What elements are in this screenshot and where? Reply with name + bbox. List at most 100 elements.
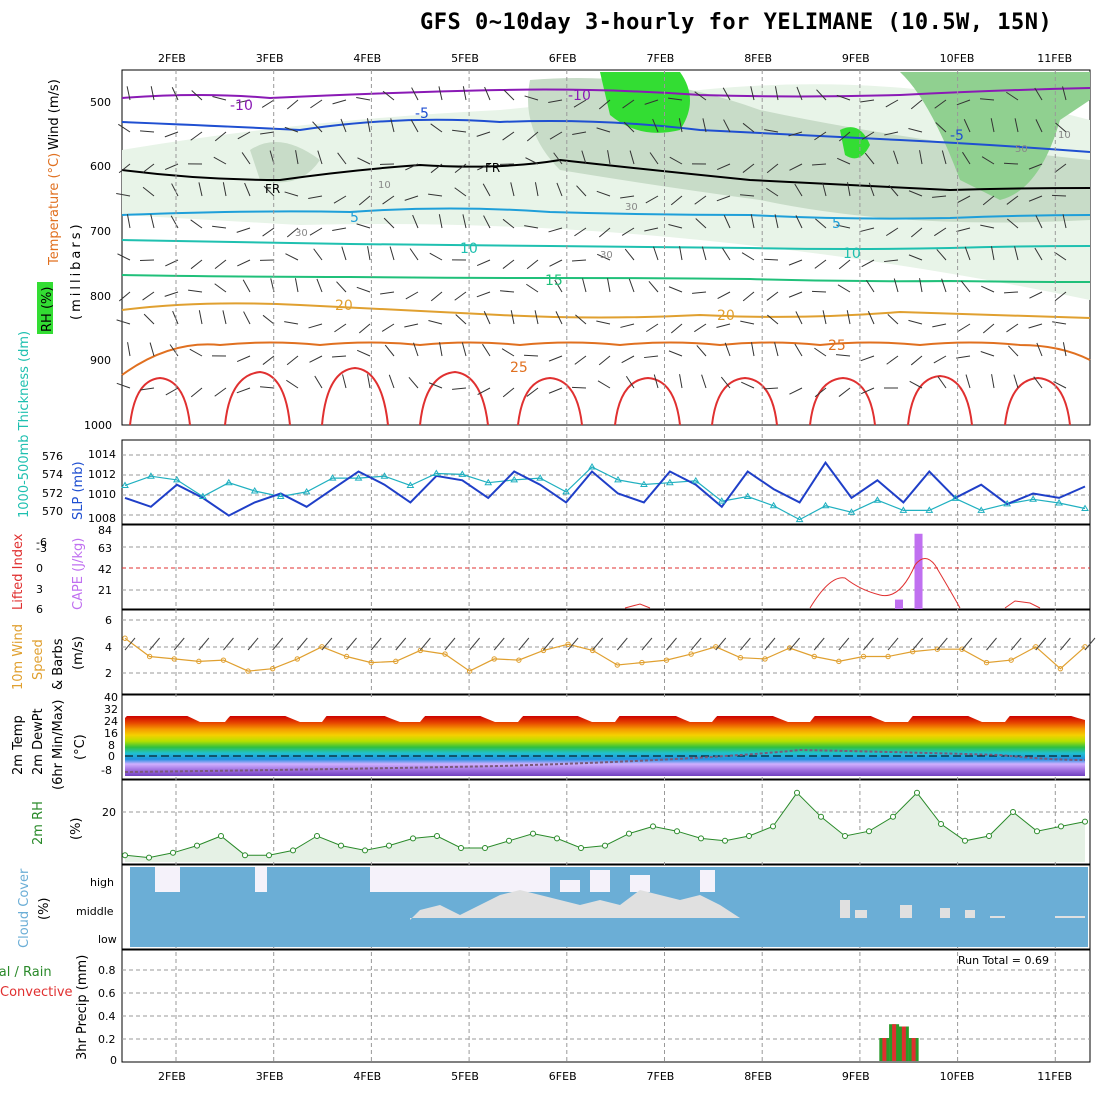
wind-barb [1033,376,1043,389]
contour-10 [121,239,1091,250]
temp-tick: -8 [101,764,112,777]
wind-barb [980,351,995,357]
thickness-tick: 574 [42,468,63,481]
wind10m-label: 10m Wind [11,624,26,690]
wind-barb [836,94,851,101]
wind-barb [574,227,587,237]
wind-barb [294,278,299,293]
wind-barb [815,218,827,229]
wind-barb [510,310,515,325]
wind-barb [623,121,635,133]
wind-barb [454,291,467,301]
wind-barb [980,224,995,229]
wind-barb [428,193,443,197]
thickness-tick: 576 [42,450,63,463]
wind-barb [742,122,755,133]
wind-barb [678,118,683,133]
wind-barb [214,387,227,397]
date-label: 3FEB [256,1070,284,1083]
wind-barb [262,314,275,325]
wind-barb [884,131,899,136]
rh-point [1034,828,1040,835]
wind-barb [260,131,275,135]
wind-barb [286,99,299,110]
wind-barb [556,182,563,197]
wind-barb [884,259,899,263]
wind-barb [286,355,299,366]
wind-barb [701,246,707,261]
wind-barb [142,186,155,197]
lifted-index-label: Lifted Index [11,533,26,610]
wind-barb [789,163,803,171]
wind-barb [1008,345,1019,357]
cape-label: CAPE (J/kg) [71,538,86,610]
wind-barb [1003,291,1019,294]
wind-barb [382,195,395,205]
wind-barb [476,259,491,267]
date-label: 10FEB [940,52,975,65]
wind-barb [860,99,875,103]
precip-panel: Run Total = 0.69 0.8 0.6 0.4 0.2 0 Total… [0,954,1090,1067]
cape-tick: 42 [98,563,112,576]
upper-axis-labels: (millibars) Wind (m/s) Temperature (°C) … [37,79,84,334]
instability-panel: -6 -3 0 3 6 84 63 42 21 Lifted Index CAP… [11,524,1090,616]
temp-tick: 16 [104,727,118,740]
wind-barb [957,195,971,204]
wind-barb [140,387,155,391]
contour-fr [121,158,1091,192]
slp-series [124,460,1086,517]
wind-barb [213,156,227,165]
wind-barb [860,355,875,362]
thickness-point [951,494,960,501]
convective-label: Convective [0,985,73,1000]
precip-tick: 0.6 [98,987,116,1000]
upper-wind-barbs [116,86,1067,398]
wind-barb [462,86,467,101]
rh2m-panel: 20 2m RH (%) [31,789,1090,862]
wind-barb [214,283,227,293]
surface-wind-barb [813,637,825,651]
wind-barb [1055,122,1067,133]
wind10m-speed-label: Speed [31,639,46,680]
wind-barb [1054,291,1067,302]
wind-tick: 6 [105,614,112,627]
wind-barb [816,89,827,101]
wind-barb [116,382,131,389]
wind-barb [384,344,395,357]
date-label: 2FEB [158,1070,186,1083]
precip-tick: 0 [110,1054,117,1067]
wind-barb [865,279,875,293]
thickness-point [147,472,155,479]
wind-barb [1054,251,1067,261]
thickness-point [224,478,233,486]
wind-barb [582,278,587,293]
wind-barb [165,387,179,396]
wind-speed-point [959,646,965,652]
pressure-tick: 800 [90,290,111,303]
wind-barb [868,182,875,197]
wind-barb [286,227,299,238]
surface-wind-barb [740,637,751,651]
wind-barb [581,150,587,165]
temp-tick: 24 [104,715,118,728]
rh-point [146,854,152,861]
wind-speed-point [294,656,301,662]
wind-barb [236,355,251,363]
cloud-unit: (%) [37,898,52,921]
wind-barb [476,291,491,298]
wind-barb [893,278,899,293]
wind-barb [740,194,755,197]
thickness-point [691,476,700,484]
wind-barb [990,118,995,133]
wind-barb [648,281,659,293]
date-label: 4FEB [353,1070,381,1083]
wind-barb [653,246,659,261]
precip-convective-bar [901,1026,906,1061]
cloud-low-label: low [98,933,117,946]
wind-barb [571,259,587,262]
lifted-index-line [1004,600,1041,609]
surface-wind-barb [518,637,530,651]
wind-barb [524,225,539,229]
wind-barb [774,214,779,229]
wind-barb [956,99,971,106]
